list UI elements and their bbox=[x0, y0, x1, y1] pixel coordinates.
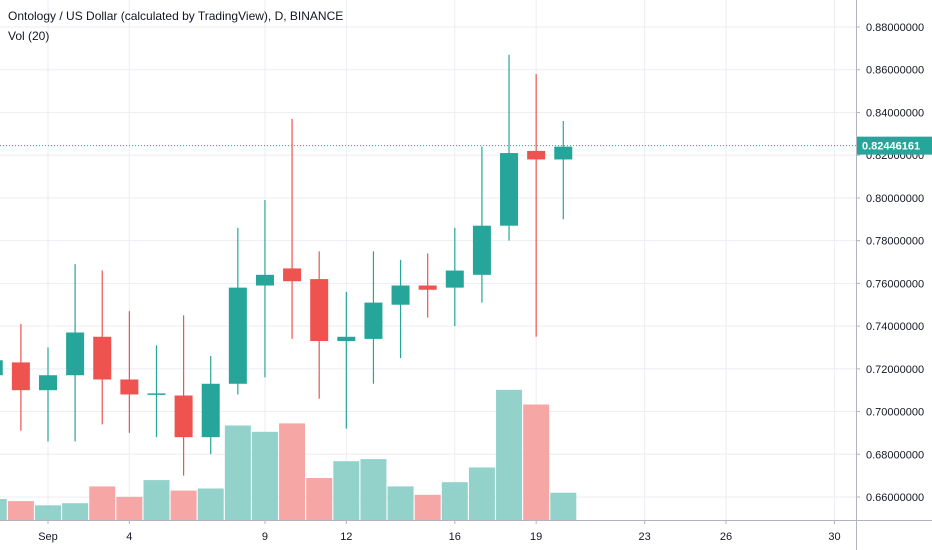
candle-body bbox=[201, 383, 220, 438]
candle[interactable] bbox=[364, 251, 383, 384]
price-tick-label: 0.74000000 bbox=[866, 321, 924, 333]
candle[interactable] bbox=[337, 291, 356, 429]
candle-body bbox=[120, 379, 139, 395]
last-price-tag: 0.82446161 bbox=[857, 136, 932, 155]
time-tick-label: 26 bbox=[720, 531, 732, 543]
candle-body bbox=[337, 336, 356, 342]
symbol-legend[interactable]: Ontology / US Dollar (calculated by Trad… bbox=[8, 9, 344, 23]
candle[interactable] bbox=[0, 360, 3, 390]
time-tick-label: 4 bbox=[126, 531, 132, 543]
volume-bars bbox=[0, 389, 577, 521]
price-tick-label: 0.66000000 bbox=[866, 492, 924, 504]
volume-bar[interactable] bbox=[0, 499, 7, 520]
candle[interactable] bbox=[472, 146, 491, 303]
candle-body bbox=[174, 395, 193, 438]
price-tick-label: 0.78000000 bbox=[866, 236, 924, 248]
volume-bar[interactable] bbox=[468, 467, 495, 521]
candle[interactable] bbox=[174, 315, 193, 476]
candle[interactable] bbox=[554, 121, 573, 220]
time-tick-label: 19 bbox=[530, 531, 542, 543]
candle-body bbox=[500, 153, 519, 226]
volume-bar[interactable] bbox=[170, 490, 197, 520]
time-tick-label: 23 bbox=[639, 531, 651, 543]
candle[interactable] bbox=[228, 227, 247, 395]
candle[interactable] bbox=[445, 227, 464, 327]
candle[interactable] bbox=[500, 54, 519, 241]
candle[interactable] bbox=[310, 251, 329, 399]
volume-bar[interactable] bbox=[360, 459, 387, 520]
price-tick-label: 0.68000000 bbox=[866, 449, 924, 461]
volume-bar[interactable] bbox=[251, 431, 278, 520]
candle-body bbox=[228, 287, 247, 384]
candle-body bbox=[418, 285, 437, 290]
candle[interactable] bbox=[255, 200, 274, 378]
candle-body bbox=[527, 150, 546, 160]
volume-bar[interactable] bbox=[35, 505, 61, 520]
price-axis[interactable]: 0.66000000 0.68000000 0.70000000 0.72000000… bbox=[856, 22, 924, 504]
candle-body bbox=[554, 146, 573, 160]
volume-legend[interactable]: Vol (20) bbox=[8, 29, 50, 43]
candles[interactable] bbox=[0, 54, 573, 476]
candle-body bbox=[93, 336, 112, 380]
volume-bar[interactable] bbox=[197, 488, 224, 521]
time-axis[interactable]: Sep 4 9 12 16 19 23 26 30 bbox=[38, 520, 841, 543]
candle-body bbox=[445, 270, 464, 288]
volume-bar[interactable] bbox=[306, 478, 333, 520]
price-tick-label: 0.86000000 bbox=[866, 65, 924, 77]
volume-bar[interactable] bbox=[224, 425, 251, 521]
volume-bar[interactable] bbox=[414, 494, 441, 520]
candle[interactable] bbox=[147, 345, 166, 438]
candle-body bbox=[391, 285, 410, 305]
volume-bar[interactable] bbox=[62, 503, 89, 520]
volume-bar[interactable] bbox=[496, 389, 523, 520]
candle-body bbox=[66, 332, 85, 376]
candle[interactable] bbox=[66, 264, 85, 442]
time-tick-label: 16 bbox=[449, 531, 461, 543]
last-price-tag-bg bbox=[857, 136, 932, 155]
time-tick-label: 30 bbox=[828, 531, 840, 543]
time-tick-label: 9 bbox=[262, 531, 268, 543]
candle-body bbox=[255, 274, 274, 286]
time-tick-label: Sep bbox=[38, 531, 58, 543]
last-price-tag-label: 0.82446161 bbox=[862, 141, 920, 153]
candle-body bbox=[283, 268, 302, 282]
price-tick-label: 0.70000000 bbox=[866, 407, 924, 419]
price-tick-label: 0.88000000 bbox=[866, 22, 924, 34]
candle-body bbox=[0, 360, 3, 376]
candle-body bbox=[310, 279, 329, 342]
volume-bar[interactable] bbox=[116, 496, 143, 520]
volume-bar[interactable] bbox=[7, 501, 34, 520]
volume-bar[interactable] bbox=[143, 480, 170, 520]
candle-body bbox=[147, 393, 166, 395]
candle[interactable] bbox=[391, 259, 410, 359]
candle[interactable] bbox=[11, 323, 30, 431]
candle[interactable] bbox=[283, 118, 302, 339]
time-tick-label: 12 bbox=[340, 531, 352, 543]
candle[interactable] bbox=[120, 311, 139, 433]
candle-body bbox=[39, 375, 57, 391]
price-tick-label: 0.84000000 bbox=[866, 107, 924, 119]
candle[interactable] bbox=[201, 356, 220, 455]
volume-bar[interactable] bbox=[279, 423, 306, 520]
candle-body bbox=[472, 225, 491, 275]
candle-body bbox=[11, 362, 30, 391]
price-tick-label: 0.72000000 bbox=[866, 364, 924, 376]
candle[interactable] bbox=[418, 253, 437, 318]
price-tick-label: 0.80000000 bbox=[866, 193, 924, 205]
candle[interactable] bbox=[527, 74, 546, 337]
candle-body bbox=[364, 302, 383, 339]
volume-bar[interactable] bbox=[523, 404, 550, 521]
candle[interactable] bbox=[39, 347, 57, 442]
volume-bar[interactable] bbox=[387, 486, 414, 520]
volume-bar[interactable] bbox=[89, 486, 116, 520]
candle[interactable] bbox=[93, 270, 112, 425]
volume-bar[interactable] bbox=[441, 482, 468, 520]
volume-bar[interactable] bbox=[550, 492, 577, 520]
volume-bar[interactable] bbox=[333, 461, 360, 520]
price-tick-label: 0.76000000 bbox=[866, 278, 924, 290]
